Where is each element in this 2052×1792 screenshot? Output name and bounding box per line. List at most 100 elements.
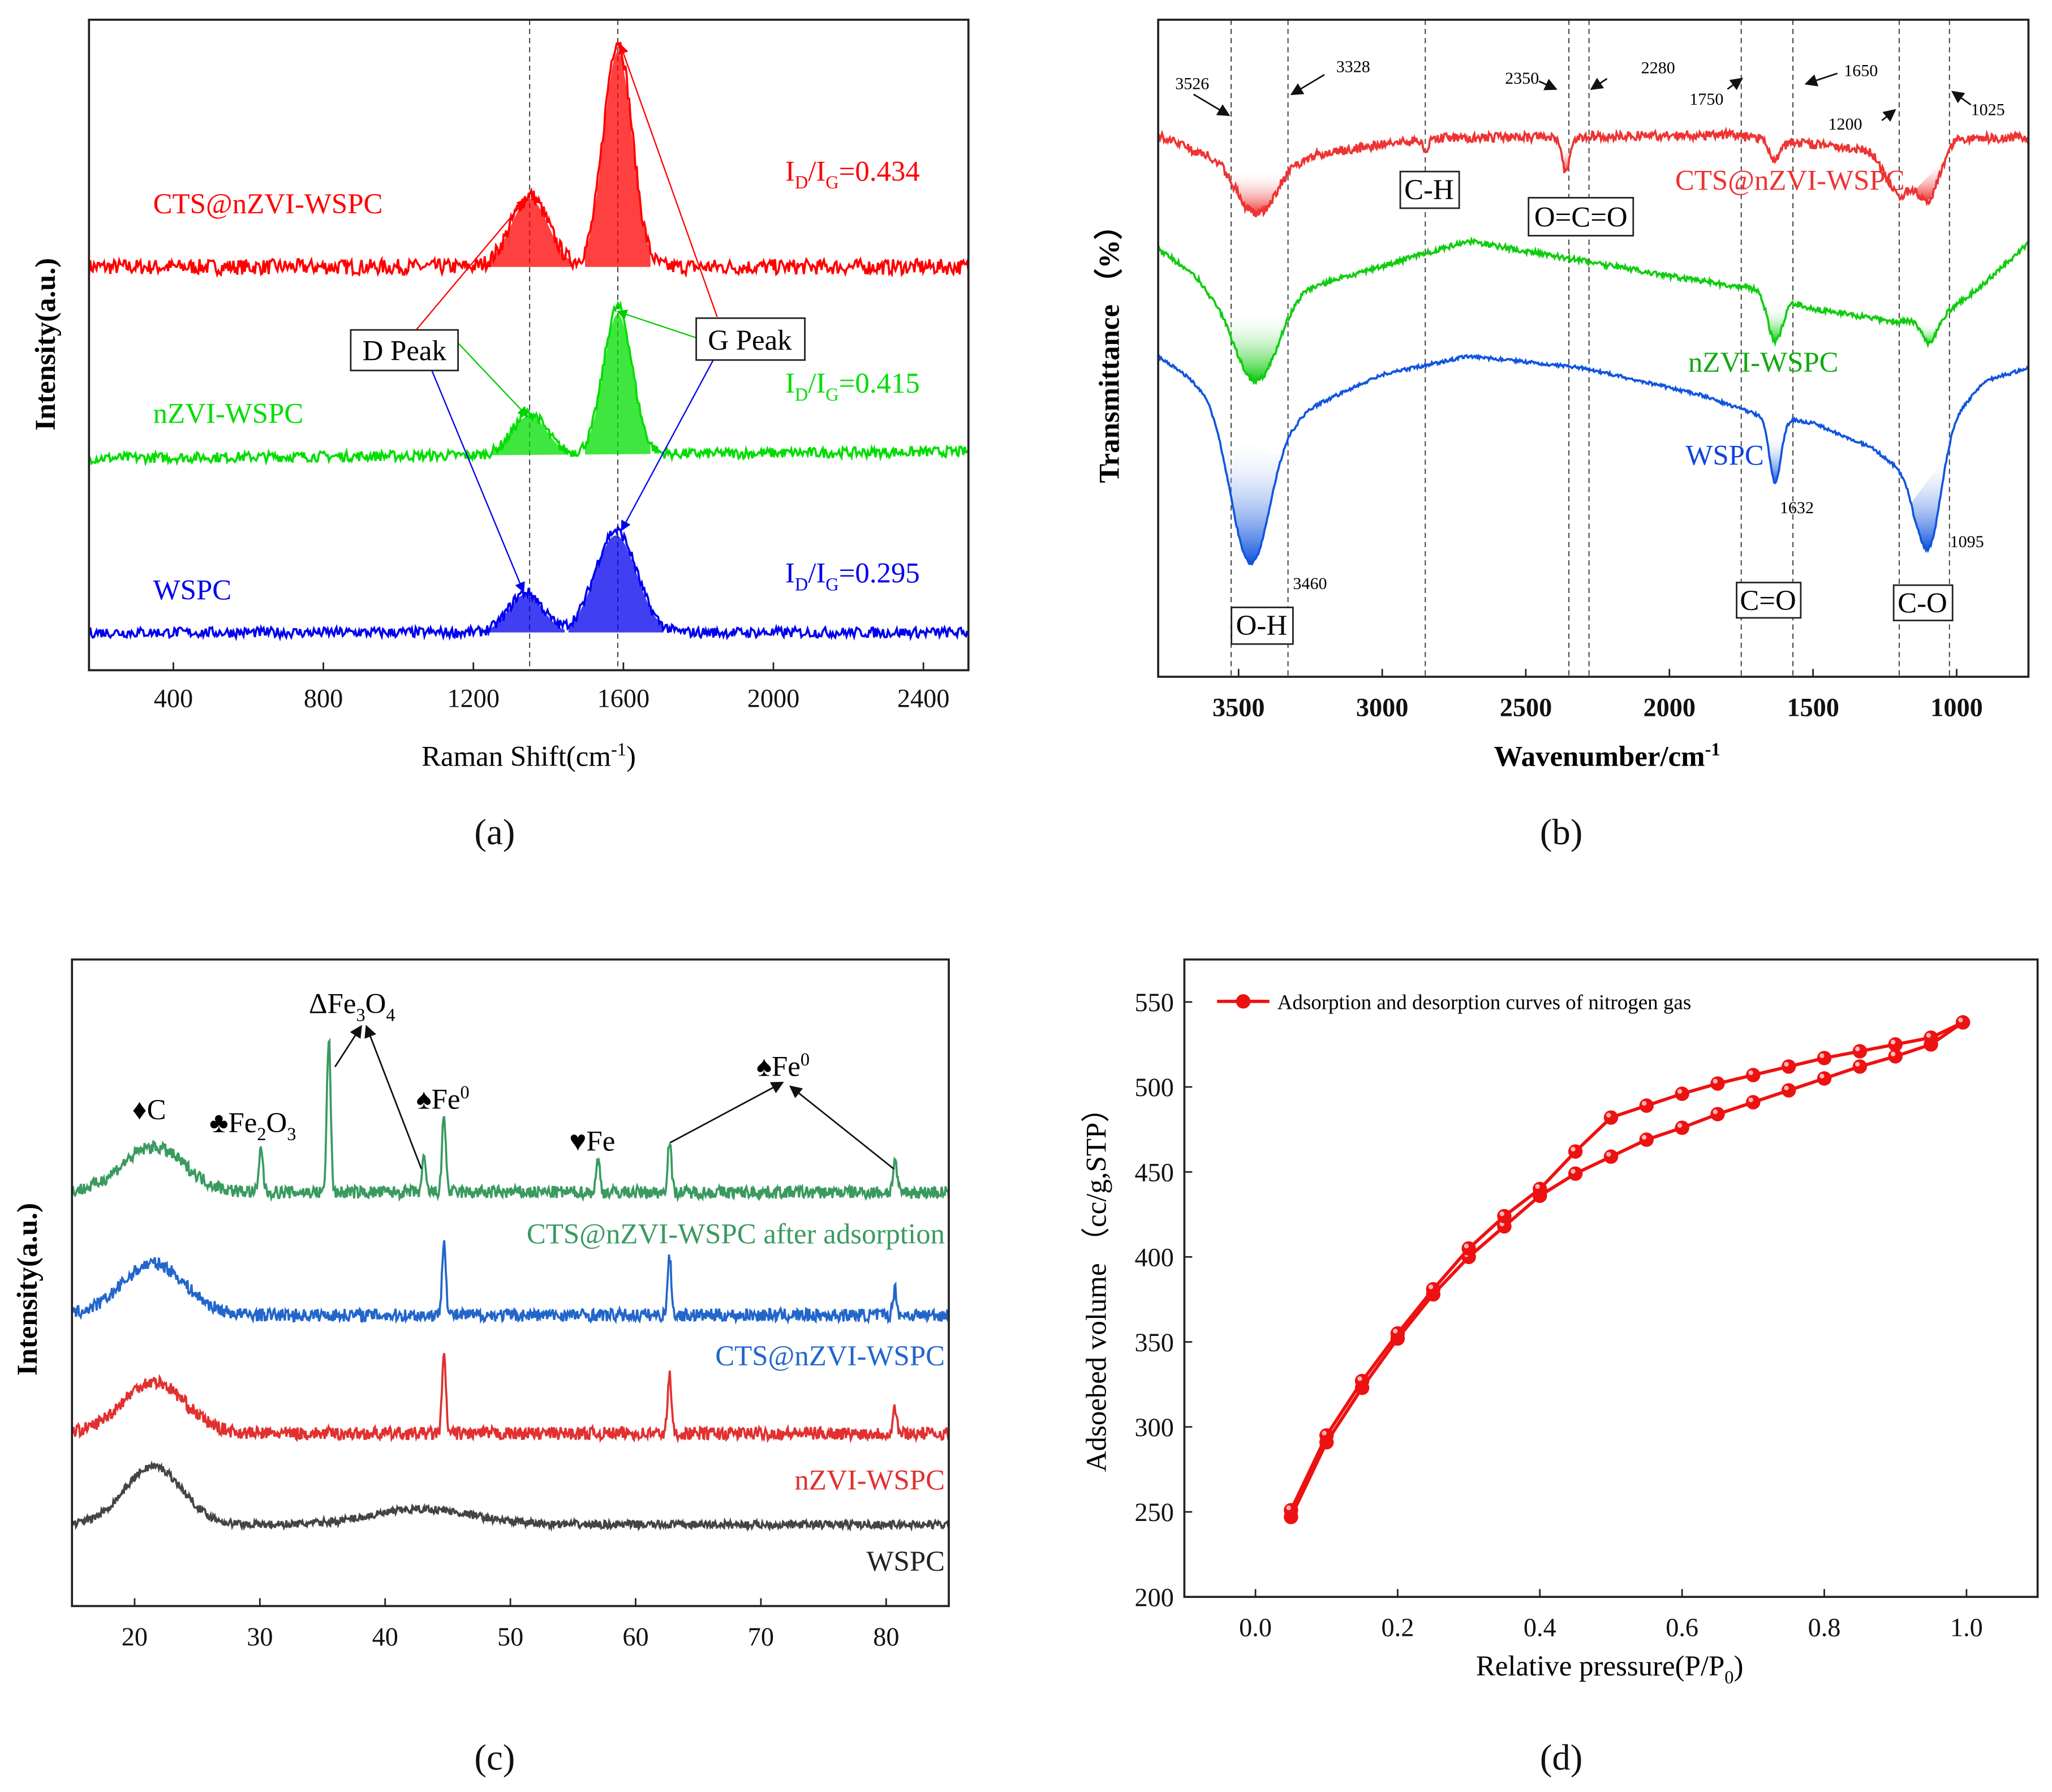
ftir-panel: 3500 3000 2500 2000 1500 1000 Transmittance （… bbox=[1094, 19, 2030, 853]
data-point bbox=[1675, 1120, 1689, 1135]
dip-fill bbox=[1218, 434, 1283, 564]
svg-text:♠Fe0: ♠Fe0 bbox=[756, 1050, 810, 1083]
x-tick-label: 0.2 bbox=[1382, 1614, 1414, 1643]
phase-arrows bbox=[334, 1025, 894, 1170]
data-point-highlight bbox=[1890, 1039, 1896, 1045]
series-line bbox=[88, 41, 970, 278]
y-tick-label: 250 bbox=[1135, 1498, 1174, 1527]
peak-fill bbox=[568, 535, 664, 633]
data-point bbox=[1568, 1144, 1583, 1159]
peak-fill bbox=[486, 199, 573, 267]
series-line bbox=[1289, 1021, 1964, 1518]
data-point bbox=[1852, 1044, 1868, 1059]
peak-arrows bbox=[415, 43, 718, 593]
x-tick-label: 2400 bbox=[897, 684, 949, 713]
g-peak-label: G Peak bbox=[708, 325, 792, 356]
x-tick-label: 1600 bbox=[597, 684, 650, 713]
dip-fill bbox=[1911, 453, 1948, 549]
series-line bbox=[1289, 1021, 1964, 1511]
svg-text:♥Fe: ♥Fe bbox=[569, 1125, 615, 1157]
data-point-highlight bbox=[1393, 1329, 1398, 1334]
data-point bbox=[1781, 1059, 1796, 1074]
data-point bbox=[1603, 1149, 1619, 1164]
data-point bbox=[1852, 1059, 1868, 1074]
svg-text:1200: 1200 bbox=[1828, 114, 1862, 134]
data-point bbox=[1603, 1110, 1619, 1125]
y-tick-label: 350 bbox=[1135, 1329, 1174, 1357]
x-tick-label: 50 bbox=[497, 1623, 523, 1652]
legend: Adsorption and desorption curves of nitr… bbox=[1217, 991, 1691, 1015]
x-tick-label: 1500 bbox=[1787, 693, 1839, 722]
data-point-highlight bbox=[1958, 1017, 1963, 1022]
data-point bbox=[1710, 1076, 1725, 1091]
x-tick-label: 2000 bbox=[747, 684, 800, 713]
plot-frame bbox=[1183, 958, 2039, 1598]
x-tick-label: 400 bbox=[154, 684, 193, 713]
svg-text:O-H: O-H bbox=[1236, 610, 1287, 642]
y-tick-label: 500 bbox=[1135, 1073, 1174, 1102]
series-line bbox=[1157, 236, 2029, 385]
svg-text:3460: 3460 bbox=[1293, 574, 1327, 593]
x-tick-label: 0.4 bbox=[1524, 1614, 1556, 1643]
x-axis-label: Wavenumber/cm-1 bbox=[1494, 740, 1720, 773]
panel-label: (c) bbox=[474, 1738, 515, 1778]
dip-fill bbox=[1560, 146, 1573, 172]
dip-fill bbox=[1917, 323, 1941, 344]
data-point bbox=[1746, 1095, 1761, 1110]
data-point-highlight bbox=[1286, 1505, 1291, 1510]
x-tick-label: 1.0 bbox=[1950, 1614, 1983, 1643]
data-point bbox=[1817, 1071, 1832, 1086]
data-point bbox=[1533, 1181, 1547, 1196]
data-point-highlight bbox=[1784, 1062, 1789, 1067]
data-point-highlight bbox=[1322, 1430, 1327, 1436]
data-point bbox=[1497, 1209, 1512, 1224]
data-point bbox=[1568, 1166, 1583, 1181]
x-tick-label: 60 bbox=[622, 1623, 648, 1652]
data-point bbox=[1461, 1241, 1476, 1256]
series-label: WSPC bbox=[1685, 440, 1764, 471]
svg-text:1095: 1095 bbox=[1950, 532, 1984, 551]
series-line bbox=[71, 1240, 950, 1325]
peak-arrows bbox=[1193, 72, 1972, 122]
plot-frame bbox=[71, 958, 950, 1608]
peak-fill bbox=[585, 313, 651, 455]
d-peak-label: D Peak bbox=[363, 335, 447, 367]
x-tick-label: 20 bbox=[122, 1623, 148, 1652]
x-tick-label: 30 bbox=[247, 1623, 273, 1652]
peak-fill bbox=[585, 51, 651, 267]
dip-fill bbox=[1223, 169, 1288, 214]
x-tick-label: 800 bbox=[304, 684, 343, 713]
series-line bbox=[71, 1353, 950, 1444]
data-point-highlight bbox=[1464, 1244, 1469, 1249]
data-point-highlight bbox=[1606, 1151, 1611, 1157]
data-point-highlight bbox=[1926, 1033, 1931, 1038]
data-point-highlight bbox=[1677, 1089, 1683, 1094]
data-point bbox=[1924, 1030, 1938, 1045]
y-axis-label: Transmittance （%） bbox=[1094, 211, 1126, 483]
svg-text:2350: 2350 bbox=[1505, 68, 1539, 88]
series-line bbox=[71, 1037, 950, 1203]
svg-text:3328: 3328 bbox=[1336, 57, 1370, 76]
svg-text:1650: 1650 bbox=[1844, 61, 1878, 80]
data-point-highlight bbox=[1641, 1101, 1647, 1106]
data-point-highlight bbox=[1428, 1284, 1434, 1290]
y-axis-label: Intensity(a.u.) bbox=[30, 258, 62, 431]
svg-text:♦C: ♦C bbox=[132, 1094, 166, 1126]
x-tick-label: 2500 bbox=[1500, 693, 1552, 722]
data-point-highlight bbox=[1855, 1062, 1860, 1067]
data-point-highlight bbox=[1571, 1168, 1576, 1174]
data-point bbox=[1746, 1068, 1761, 1082]
dip-fill bbox=[1763, 304, 1787, 342]
data-point-highlight bbox=[1499, 1211, 1504, 1217]
data-point-highlight bbox=[1819, 1053, 1825, 1058]
x-axis-label: Raman Shift(cm-1) bbox=[421, 740, 636, 773]
data-point bbox=[1319, 1428, 1334, 1443]
x-tick-label: 70 bbox=[748, 1623, 774, 1652]
series-line bbox=[88, 524, 970, 642]
peak-fill bbox=[491, 415, 569, 455]
series-label: WSPC bbox=[867, 1546, 945, 1578]
data-point-highlight bbox=[1641, 1134, 1647, 1140]
y-tick-label: 550 bbox=[1135, 989, 1174, 1017]
data-point bbox=[1639, 1098, 1654, 1113]
